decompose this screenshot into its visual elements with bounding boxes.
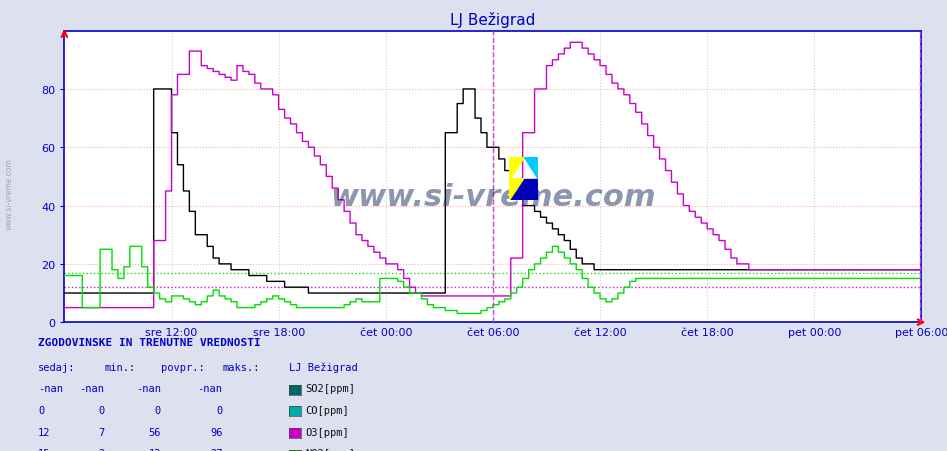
Text: 7: 7	[98, 427, 104, 437]
Text: povpr.:: povpr.:	[161, 362, 205, 372]
Text: CO[ppm]: CO[ppm]	[305, 405, 348, 415]
Text: 27: 27	[210, 448, 223, 451]
Text: ZGODOVINSKE IN TRENUTNE VREDNOSTI: ZGODOVINSKE IN TRENUTNE VREDNOSTI	[38, 337, 260, 347]
Text: -nan: -nan	[80, 383, 104, 393]
Text: 2: 2	[98, 448, 104, 451]
Text: -nan: -nan	[38, 383, 63, 393]
Text: SO2[ppm]: SO2[ppm]	[305, 383, 355, 393]
Text: www.si-vreme.com: www.si-vreme.com	[331, 183, 655, 212]
Text: 0: 0	[38, 405, 45, 415]
Text: -nan: -nan	[136, 383, 161, 393]
Text: 12: 12	[149, 448, 161, 451]
Text: min.:: min.:	[104, 362, 135, 372]
Polygon shape	[509, 179, 538, 201]
Text: O3[ppm]: O3[ppm]	[305, 427, 348, 437]
Text: 0: 0	[154, 405, 161, 415]
Text: 12: 12	[38, 427, 50, 437]
Text: LJ Bežigrad: LJ Bežigrad	[289, 361, 358, 372]
Text: 15: 15	[38, 448, 50, 451]
Polygon shape	[509, 179, 524, 201]
Text: maks.:: maks.:	[223, 362, 260, 372]
Text: -nan: -nan	[198, 383, 223, 393]
Text: 96: 96	[210, 427, 223, 437]
Text: sedaj:: sedaj:	[38, 362, 76, 372]
Text: www.si-vreme.com: www.si-vreme.com	[5, 158, 14, 230]
Text: 0: 0	[98, 405, 104, 415]
Text: 56: 56	[149, 427, 161, 437]
Polygon shape	[524, 158, 538, 179]
Text: NO2[ppm]: NO2[ppm]	[305, 448, 355, 451]
Title: LJ Bežigrad: LJ Bežigrad	[450, 12, 536, 28]
Text: 0: 0	[216, 405, 223, 415]
Polygon shape	[509, 158, 524, 179]
